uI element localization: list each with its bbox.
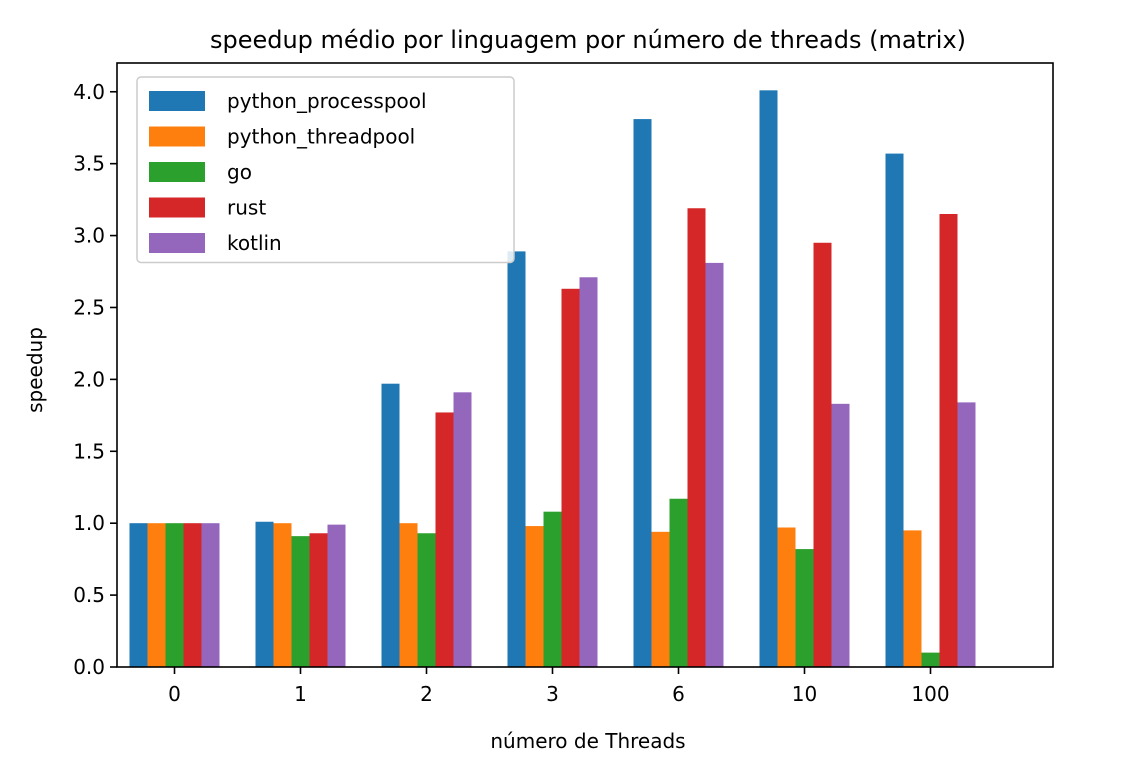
x-tick-label: 1 [294, 682, 307, 706]
legend-label-kotlin: kotlin [227, 231, 282, 255]
bar-python_processpool-10 [759, 90, 778, 668]
y-tick-label: 0.0 [73, 655, 105, 679]
x-tick-label: 2 [420, 682, 433, 706]
bar-go-2 [417, 533, 436, 667]
chart-title: speedup médio por linguagem por número d… [210, 26, 966, 54]
x-tick-label: 0 [168, 682, 181, 706]
y-tick-label: 3.0 [73, 224, 105, 248]
bar-python_threadpool-10 [777, 527, 796, 667]
bar-kotlin-2 [453, 392, 472, 667]
bar-kotlin-10 [831, 403, 850, 667]
y-tick-label: 2.0 [73, 367, 105, 391]
bar-go-3 [543, 511, 562, 667]
bars-group [129, 90, 976, 668]
legend-label-python_processpool: python_processpool [227, 89, 427, 113]
bar-python_threadpool-1 [273, 523, 292, 667]
bar-go-6 [669, 498, 688, 667]
bar-rust-2 [435, 412, 454, 667]
bar-python_threadpool-3 [525, 526, 544, 667]
bar-python_threadpool-6 [651, 531, 670, 667]
y-axis-label: speedup [23, 327, 47, 413]
x-tick-label: 3 [546, 682, 559, 706]
x-axis: 0 1 2 3 6 10 100 [168, 667, 950, 706]
legend-box [136, 76, 515, 264]
bar-go-100 [921, 652, 940, 667]
bar-rust-3 [561, 288, 580, 667]
legend-label-rust: rust [227, 196, 266, 220]
y-tick-label: 0.5 [73, 583, 105, 607]
bar-kotlin-6 [705, 262, 724, 667]
bar-python_threadpool-100 [903, 530, 922, 667]
bar-go-0 [165, 523, 184, 667]
x-tick-label: 100 [911, 682, 949, 706]
plot-frame [116, 62, 1054, 668]
bar-kotlin-100 [957, 402, 976, 667]
legend-label-go: go [227, 160, 252, 184]
bar-kotlin-0 [201, 523, 220, 667]
bar-rust-1 [309, 533, 328, 667]
bar-python_threadpool-0 [147, 523, 166, 667]
bar-rust-10 [813, 242, 832, 667]
bar-python_processpool-3 [507, 251, 526, 667]
y-tick-label: 4.0 [73, 80, 105, 104]
bar-python_processpool-6 [633, 119, 652, 668]
bar-python_processpool-2 [381, 383, 400, 667]
y-tick-label: 1.5 [73, 439, 105, 463]
bar-python_processpool-0 [129, 523, 148, 667]
legend-swatch-go [149, 162, 205, 182]
x-tick-label: 6 [672, 682, 685, 706]
bar-python_processpool-1 [255, 521, 274, 667]
y-axis: 0.0 0.5 1.0 1.5 2.0 2.5 3.0 3.5 4.0 [73, 80, 117, 679]
legend-swatch-python_processpool [149, 91, 205, 111]
bar-python_threadpool-2 [399, 523, 418, 667]
bar-kotlin-1 [327, 524, 346, 667]
bar-rust-0 [183, 523, 202, 667]
bar-kotlin-3 [579, 277, 598, 667]
x-axis-label: número de Threads [490, 729, 685, 753]
y-tick-label: 1.0 [73, 511, 105, 535]
legend-swatch-python_threadpool [149, 126, 205, 147]
bar-python_processpool-100 [885, 153, 904, 668]
x-tick-label: 10 [792, 682, 817, 706]
legend-swatch-rust [149, 197, 205, 218]
legend-swatch-kotlin [149, 233, 205, 253]
bar-rust-100 [939, 214, 958, 667]
bar-rust-6 [687, 208, 706, 667]
y-tick-label: 3.5 [73, 152, 105, 176]
y-tick-label: 2.5 [73, 295, 105, 319]
bar-go-1 [291, 536, 310, 667]
bar-go-10 [795, 549, 814, 667]
legend-label-python_threadpool: python_threadpool [227, 125, 415, 149]
